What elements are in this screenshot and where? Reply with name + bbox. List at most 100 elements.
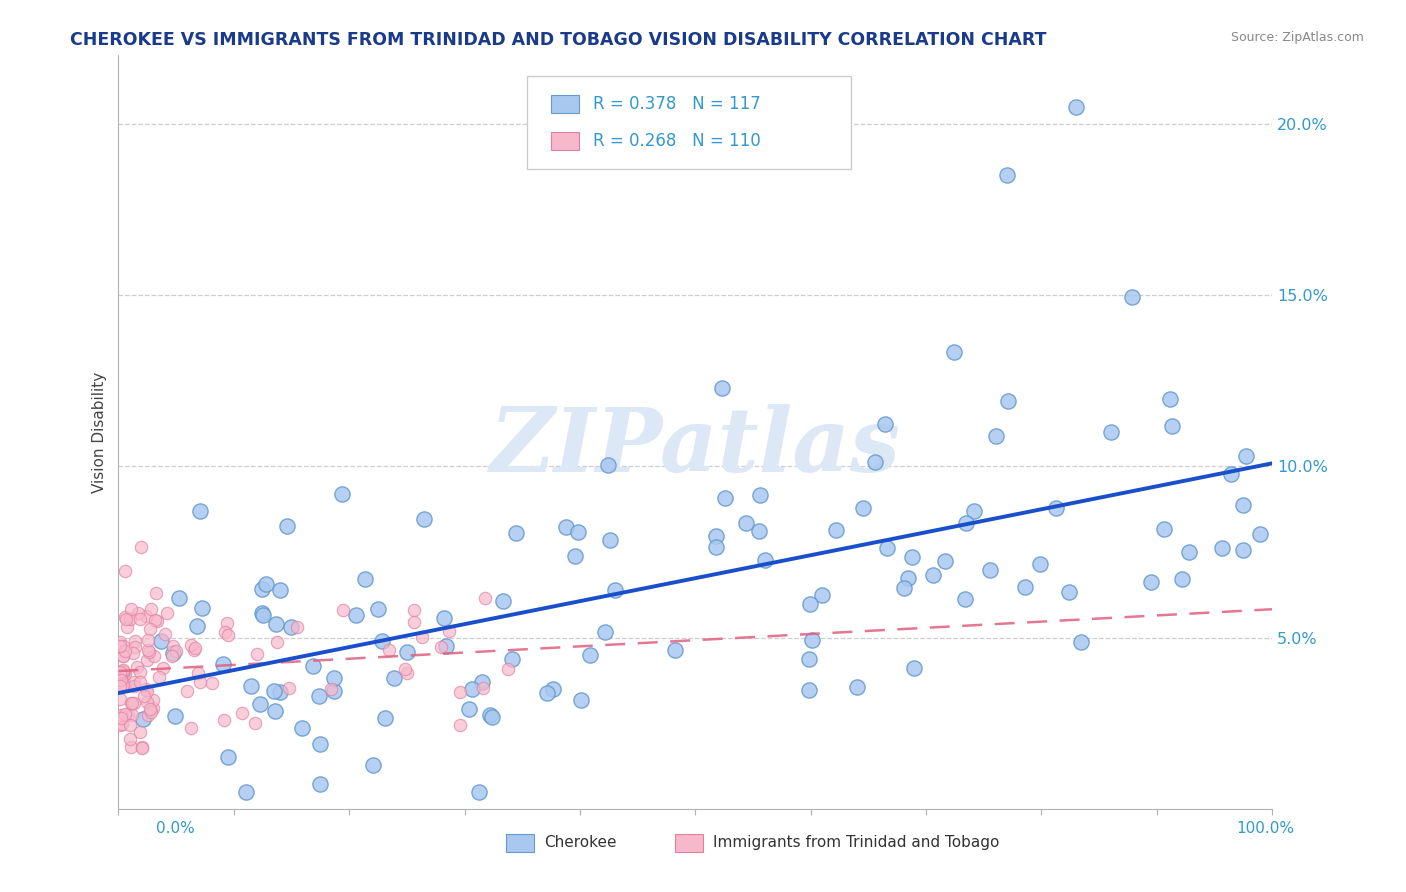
Point (1029, 558, 1052, 572)
Point (120, 612, 142, 626)
Point (276, 519, 298, 533)
Point (748, 524, 770, 538)
Point (564, 549, 586, 564)
Point (953, 591, 976, 606)
Point (252, 607, 274, 622)
Point (111, 663, 134, 677)
Point (472, 681, 495, 695)
Point (811, 589, 834, 603)
Text: CHEROKEE VS IMMIGRANTS FROM TRINIDAD AND TOBAGO VISION DISABILITY CORRELATION CH: CHEROKEE VS IMMIGRANTS FROM TRINIDAD AND… (70, 31, 1047, 49)
Point (114, 706, 136, 721)
Point (250, 582, 273, 596)
Point (322, 671, 344, 685)
Point (231, 706, 253, 720)
Point (995, 168, 1018, 182)
Point (128, 665, 150, 679)
Point (176, 684, 198, 698)
Point (404, 603, 426, 617)
Point (165, 644, 187, 658)
Point (321, 681, 343, 696)
Point (277, 681, 299, 695)
Point (131, 739, 153, 754)
Point (108, 679, 131, 693)
Point (118, 718, 141, 732)
Point (129, 725, 152, 739)
Point (402, 615, 425, 630)
Point (217, 750, 239, 764)
Point (117, 708, 139, 723)
Point (478, 708, 501, 723)
Point (114, 667, 136, 681)
Point (240, 679, 263, 693)
Point (449, 718, 471, 732)
Point (395, 645, 418, 659)
Point (411, 630, 433, 644)
Point (1064, 99, 1087, 113)
Point (449, 685, 471, 699)
Point (124, 633, 146, 648)
Text: 100.0%: 100.0% (1236, 821, 1295, 836)
Point (120, 602, 142, 616)
Point (1045, 501, 1067, 516)
Point (893, 581, 915, 595)
Point (1159, 392, 1181, 406)
Point (308, 689, 330, 703)
Point (136, 633, 159, 648)
Point (897, 571, 920, 585)
Point (136, 683, 159, 698)
Point (129, 540, 152, 554)
Point (474, 591, 496, 605)
Point (180, 638, 202, 652)
Point (492, 593, 515, 607)
Point (1153, 522, 1175, 536)
Point (873, 417, 896, 431)
Point (1160, 418, 1182, 433)
Point (131, 740, 153, 755)
Point (429, 640, 451, 654)
Text: Source: ZipAtlas.com: Source: ZipAtlas.com (1230, 31, 1364, 45)
Point (108, 665, 131, 680)
Point (308, 737, 330, 751)
Point (121, 697, 143, 711)
Point (138, 702, 160, 716)
Point (367, 602, 389, 616)
Point (110, 718, 132, 732)
Point (214, 625, 236, 640)
Point (569, 692, 592, 706)
Point (1219, 467, 1241, 481)
Point (711, 381, 734, 395)
Point (269, 582, 291, 597)
Point (117, 619, 139, 633)
Point (143, 614, 166, 628)
Point (664, 643, 686, 657)
Point (120, 740, 142, 755)
Point (394, 662, 416, 676)
Point (921, 567, 943, 582)
Point (800, 632, 823, 647)
Point (184, 640, 207, 655)
Point (458, 702, 481, 716)
Point (132, 712, 155, 726)
Point (114, 677, 136, 691)
Point (136, 695, 159, 709)
Point (269, 685, 291, 699)
Point (1232, 543, 1254, 558)
Point (865, 454, 887, 468)
Point (235, 785, 257, 799)
Point (536, 686, 558, 700)
Point (330, 486, 353, 500)
Point (114, 610, 136, 624)
Point (148, 670, 170, 684)
Point (135, 653, 157, 667)
Point (323, 683, 346, 698)
Point (903, 661, 925, 675)
Point (395, 665, 418, 680)
Point (138, 645, 160, 659)
Point (169, 591, 191, 606)
Point (1232, 498, 1254, 512)
Point (714, 491, 737, 505)
Point (190, 601, 212, 615)
Point (437, 624, 460, 639)
Point (734, 516, 756, 530)
Point (111, 665, 134, 680)
